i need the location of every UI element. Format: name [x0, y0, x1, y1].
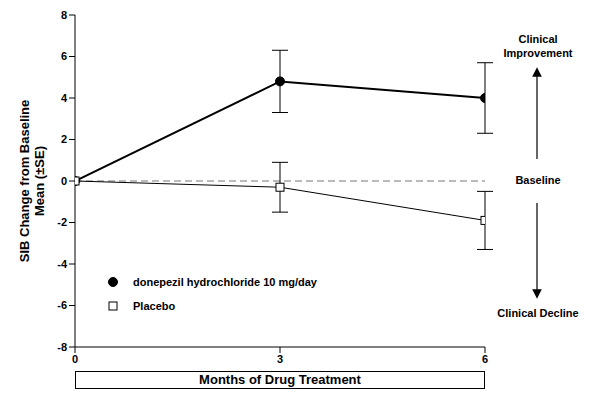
svg-text:-4: -4: [57, 258, 68, 270]
svg-text:-8: -8: [57, 341, 67, 353]
html-text:Placebo: Placebo: [133, 300, 176, 312]
svg-text:4: 4: [61, 92, 68, 104]
html-text:Clinical Decline: Clinical Decline: [497, 307, 579, 319]
html-text:donepezil hydrochloride 10 mg/: donepezil hydrochloride 10 mg/day: [133, 276, 317, 288]
html-text:Months of Drug Treatment: Months of Drug Treatment: [199, 372, 361, 387]
svg-text:3: 3: [277, 353, 283, 365]
svg-text:0: 0: [61, 175, 67, 187]
svg-text:-2: -2: [57, 216, 67, 228]
html-text:Baseline: Baseline: [515, 174, 561, 186]
svg-text:6: 6: [61, 50, 67, 62]
svg-text:0: 0: [72, 353, 78, 365]
svg-text:2: 2: [61, 133, 67, 145]
html-text:Clinical Improvement: Clinical Improvement: [503, 33, 573, 59]
svg-text:8: 8: [61, 9, 67, 21]
svg-text:SIB Change from BaselineMean (: SIB Change from BaselineMean (±SE): [17, 100, 47, 263]
svg-text:6: 6: [482, 353, 488, 365]
svg-text:-6: -6: [57, 299, 67, 311]
